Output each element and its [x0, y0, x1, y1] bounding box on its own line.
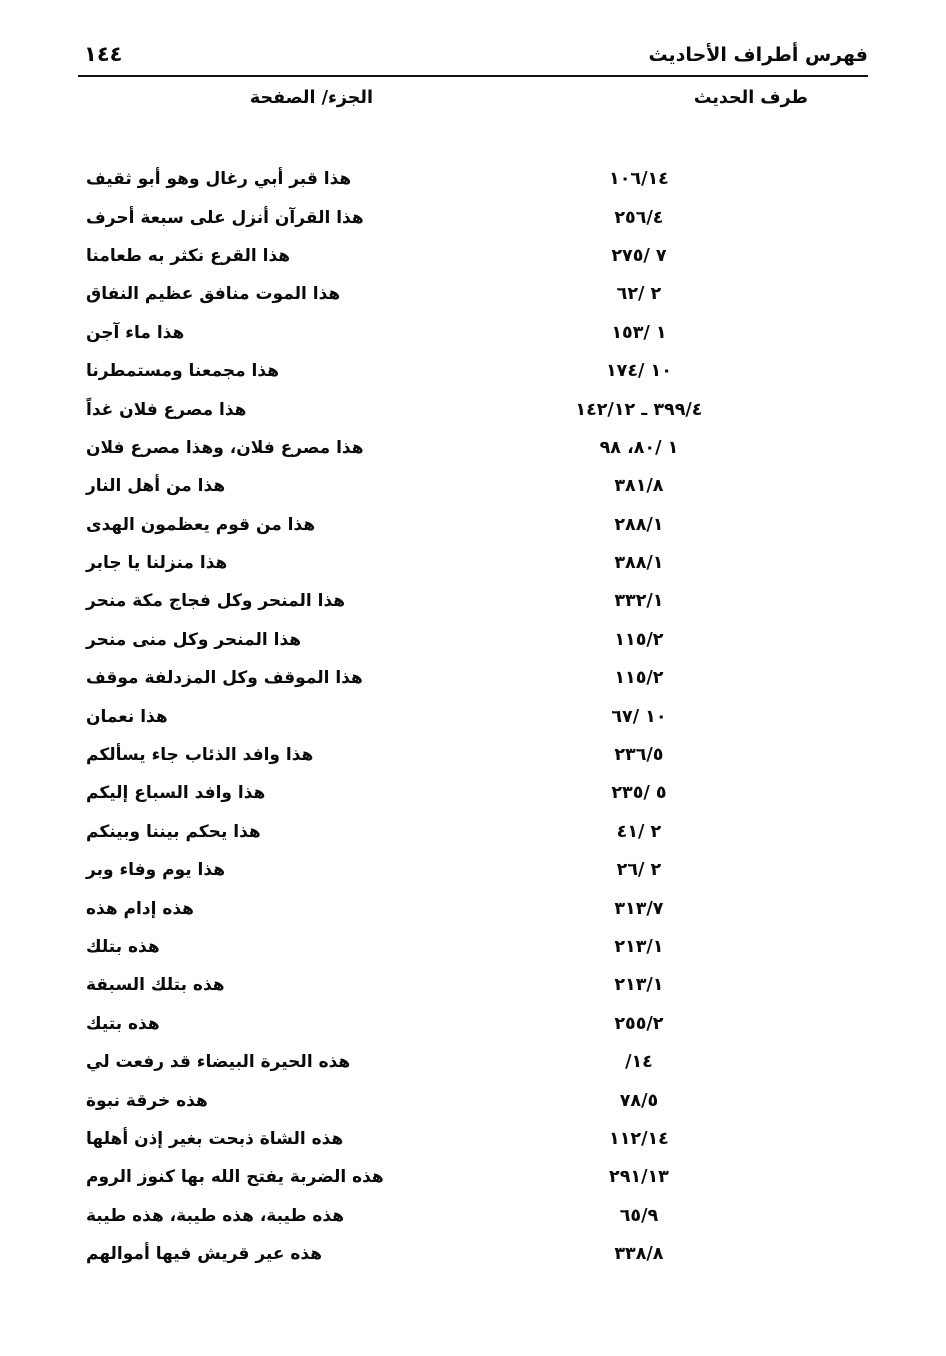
- reference-cell: ٢٥٥/٢: [614, 1013, 664, 1034]
- hadith-cell: هذا المنحر وكل فجاج مكة منحر: [86, 591, 346, 612]
- hadith-cell: هذا وافد الذئاب جاء يسألكم: [86, 745, 314, 766]
- reference-cell: ٣١٣/٧: [614, 898, 664, 919]
- hadith-cell: هذه إدام هذه: [86, 898, 194, 919]
- hadith-cell: هذه عير قريش فيها أموالهم: [86, 1244, 323, 1265]
- hadith-cell: هذا منزلنا يا جابر: [86, 553, 228, 574]
- hadith-cell: هذه خرقة نبوة: [86, 1090, 208, 1111]
- page-number: ١٤٤: [84, 42, 123, 66]
- hadith-cell: هذا الموقف وكل المزدلفة موقف: [86, 668, 363, 689]
- table-row: ٢١٣/١ هذه بتلك السبقة: [78, 966, 868, 1004]
- hadith-cell: هذا مصرع فلان، وهذا مصرع فلان: [86, 437, 364, 458]
- header-rule: [78, 75, 868, 77]
- hadith-cell: هذه الضربة يفتح الله بها كنوز الروم: [86, 1167, 384, 1188]
- table-row: ١١٥/٢ هذا المنحر وكل منى منحر: [78, 621, 868, 659]
- table-row: ٦٢/ ٢ هذا الموت منافق عظيم النفاق: [78, 275, 868, 313]
- hadith-cell: هذا يوم وفاء وبر: [86, 860, 225, 881]
- hadith-index-body: ١٠٦/١٤ هذا قبر أبي رغال وهو أبو ثقيف ٢٥٦…: [78, 160, 868, 1273]
- table-row: ٣١٣/٧ هذه إدام هذه: [78, 889, 868, 927]
- table-row: ١٥٣/ ١ هذا ماء آجن: [78, 314, 868, 352]
- hadith-cell: هذا قبر أبي رغال وهو أبو ثقيف: [86, 169, 352, 190]
- table-row: ٣٨٨/١ هذا منزلنا يا جابر: [78, 544, 868, 582]
- table-row: ١٤٢/١٢ ـ ٣٩٩/٤ هذا مصرع فلان غداً: [78, 390, 868, 428]
- hadith-cell: هذا يحكم بيننا وبينكم: [86, 821, 261, 842]
- reference-cell: ٩٨ ،٨٠/ ١: [599, 437, 679, 458]
- hadith-cell: هذا القرآن أنزل على سبعة أحرف: [86, 207, 364, 228]
- reference-cell: ٦٢/ ٢: [616, 284, 662, 305]
- table-row: ٦٧/ ١٠ هذا نعمان: [78, 697, 868, 735]
- hadith-cell: هذا الموت منافق عظيم النفاق: [86, 284, 341, 305]
- reference-cell: ٦٥/٩: [619, 1205, 659, 1226]
- hadith-cell: هذا القرع نكثر به طعامنا: [86, 245, 291, 266]
- hadith-cell: هذه الشاة ذبحت بغير إذن أهلها: [86, 1128, 344, 1149]
- table-row: ١٠٦/١٤ هذا قبر أبي رغال وهو أبو ثقيف: [78, 160, 868, 198]
- column-header-hadith: طرف الحديث: [693, 88, 808, 108]
- hadith-cell: هذه بتيك: [86, 1013, 160, 1034]
- reference-cell: ٢١٣/١: [614, 975, 664, 996]
- running-head: فهرس أطراف الأحاديث ١٤٤: [78, 32, 868, 66]
- reference-cell: ١١٢/١٤: [609, 1128, 669, 1149]
- reference-cell: ١١٥/٢: [614, 629, 664, 650]
- reference-cell: ٢٧٥/ ٧: [611, 245, 667, 266]
- table-row: ٢٩١/١٣ هذه الضربة يفتح الله بها كنوز الر…: [78, 1158, 868, 1196]
- hadith-cell: هذا مصرع فلان غداً: [86, 399, 247, 420]
- table-row: ٣٨١/٨ هذا من أهل النار: [78, 467, 868, 505]
- hadith-index-table: ١٠٦/١٤ هذا قبر أبي رغال وهو أبو ثقيف ٢٥٦…: [78, 160, 868, 1273]
- reference-cell: ١١٥/٢: [614, 668, 664, 689]
- table-row: /١٤ هذه الحيرة البيضاء قد رفعت لي: [78, 1043, 868, 1081]
- hadith-cell: هذه بتلك السبقة: [86, 975, 225, 996]
- reference-cell: ٦٧/ ١٠: [611, 706, 667, 727]
- table-row: ٧٨/٥ هذه خرقة نبوة: [78, 1081, 868, 1119]
- hadith-cell: هذا من قوم يعظمون الهدى: [86, 514, 316, 535]
- reference-cell: ١٤٢/١٢ ـ ٣٩٩/٤: [575, 399, 703, 420]
- table-row: ٢٥٦/٤ هذا القرآن أنزل على سبعة أحرف: [78, 198, 868, 236]
- hadith-cell: هذه الحيرة البيضاء قد رفعت لي: [86, 1052, 351, 1073]
- reference-cell: ٣٨٨/١: [614, 553, 664, 574]
- reference-cell: ١٠٦/١٤: [609, 169, 669, 190]
- hadith-cell: هذا وافد السباع إليكم: [86, 783, 266, 804]
- reference-cell: ٢٩١/١٣: [609, 1167, 669, 1188]
- table-row: ٢٨٨/١ هذا من قوم يعظمون الهدى: [78, 506, 868, 544]
- reference-cell: ٢٥٦/٤: [614, 207, 664, 228]
- table-row: ٦٥/٩ هذه طيبة، هذه طيبة، هذه طيبة: [78, 1197, 868, 1235]
- hadith-cell: هذا من أهل النار: [86, 476, 226, 497]
- column-headers: طرف الحديث الجزء/ الصفحة: [78, 88, 868, 120]
- table-row: ٢٣٥/ ٥ هذا وافد السباع إليكم: [78, 774, 868, 812]
- table-row: ٢٥٥/٢ هذه بتيك: [78, 1005, 868, 1043]
- hadith-cell: هذه بتلك: [86, 937, 160, 957]
- hadith-cell: هذا ماء آجن: [86, 322, 185, 343]
- reference-cell: ٢٣٥/ ٥: [611, 783, 667, 804]
- hadith-cell: هذا نعمان: [86, 706, 168, 727]
- reference-cell: ١٧٤/ ١٠: [606, 361, 672, 382]
- reference-cell: ٣٣٢/١: [614, 591, 664, 612]
- reference-cell: ٣٣٨/٨: [614, 1244, 664, 1265]
- hadith-cell: هذا المنحر وكل منى منحر: [86, 629, 302, 650]
- column-header-reference: الجزء/ الصفحة: [249, 88, 373, 108]
- table-row: ٤١/ ٢ هذا يحكم بيننا وبينكم: [78, 813, 868, 851]
- reference-cell: ٢١٣/١: [614, 937, 664, 957]
- reference-cell: ٢٨٨/١: [614, 514, 664, 535]
- table-row: ١٧٤/ ١٠ هذا مجمعنا ومستمطرنا: [78, 352, 868, 390]
- reference-cell: ٢٣٦/٥: [614, 745, 664, 766]
- reference-cell: ٣٨١/٨: [614, 476, 664, 497]
- hadith-cell: هذا مجمعنا ومستمطرنا: [86, 361, 279, 382]
- table-row: ٣٣٨/٨ هذه عير قريش فيها أموالهم: [78, 1235, 868, 1273]
- reference-cell: ٢٦/ ٢: [616, 860, 662, 881]
- reference-cell: ٧٨/٥: [619, 1090, 659, 1111]
- reference-cell: ١٥٣/ ١: [611, 322, 667, 343]
- table-row: ٢٧٥/ ٧ هذا القرع نكثر به طعامنا: [78, 237, 868, 275]
- reference-cell: ٤١/ ٢: [616, 821, 662, 842]
- hadith-cell: هذه طيبة، هذه طيبة، هذه طيبة: [86, 1205, 345, 1226]
- table-row: ٢٦/ ٢ هذا يوم وفاء وبر: [78, 851, 868, 889]
- table-row: ٣٣٢/١ هذا المنحر وكل فجاج مكة منحر: [78, 582, 868, 620]
- reference-cell: /١٤: [625, 1052, 653, 1073]
- table-row: ١١٥/٢ هذا الموقف وكل المزدلفة موقف: [78, 659, 868, 697]
- table-row: ٩٨ ،٨٠/ ١ هذا مصرع فلان، وهذا مصرع فلان: [78, 429, 868, 467]
- table-row: ١١٢/١٤ هذه الشاة ذبحت بغير إذن أهلها: [78, 1120, 868, 1158]
- running-title: فهرس أطراف الأحاديث: [648, 44, 868, 66]
- table-row: ٢٣٦/٥ هذا وافد الذئاب جاء يسألكم: [78, 736, 868, 774]
- table-row: ٢١٣/١ هذه بتلك: [78, 928, 868, 966]
